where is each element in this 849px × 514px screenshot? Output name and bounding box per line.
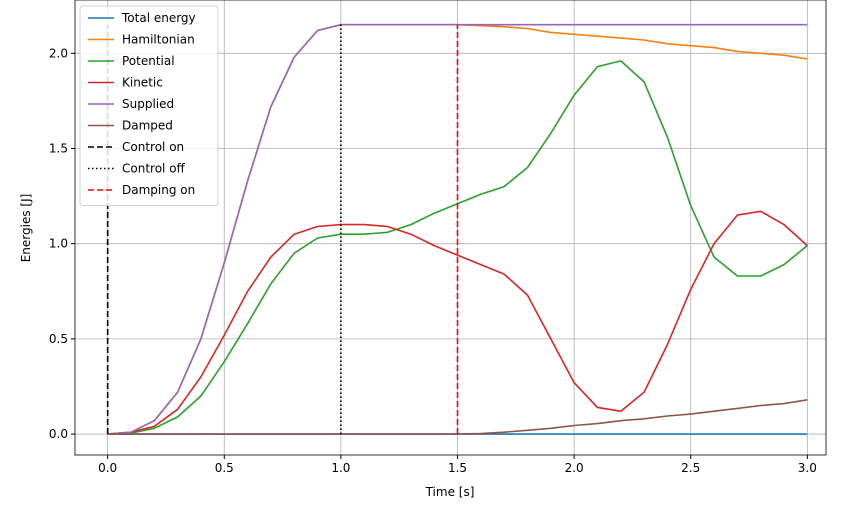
x-tick-label: 1.5 xyxy=(448,461,467,475)
x-axis-label: Time [s] xyxy=(425,485,475,499)
legend-label: Control off xyxy=(122,162,186,176)
y-tick-label: 1.0 xyxy=(49,237,68,251)
series-line xyxy=(107,210,808,435)
legend-label: Control on xyxy=(122,140,184,154)
series-line xyxy=(107,23,808,435)
plot-frame xyxy=(74,0,827,456)
legend-label: Damping on xyxy=(122,183,195,197)
x-tick-label: 2.0 xyxy=(565,461,584,475)
legend-label: Total energy xyxy=(121,11,196,25)
legend-label: Potential xyxy=(122,54,175,68)
x-tick-label: 2.5 xyxy=(681,461,700,475)
y-tick-label: 0.0 xyxy=(49,427,68,441)
y-tick-label: 1.5 xyxy=(49,141,68,155)
y-tick-label: 2.0 xyxy=(49,46,68,60)
legend-label: Kinetic xyxy=(122,76,163,90)
y-axis-label: Energies [J] xyxy=(19,194,33,263)
x-tick-label: 0.0 xyxy=(98,461,117,475)
x-tick-label: 0.5 xyxy=(215,461,234,475)
legend-label: Hamiltonian xyxy=(122,33,195,47)
x-tick-label: 3.0 xyxy=(798,461,817,475)
series-line xyxy=(107,399,808,435)
legend-box xyxy=(79,5,219,206)
x-tick-label: 1.0 xyxy=(331,461,350,475)
y-tick-label: 0.5 xyxy=(49,332,68,346)
legend-label: Damped xyxy=(122,119,173,133)
legend-label: Supplied xyxy=(122,97,174,111)
